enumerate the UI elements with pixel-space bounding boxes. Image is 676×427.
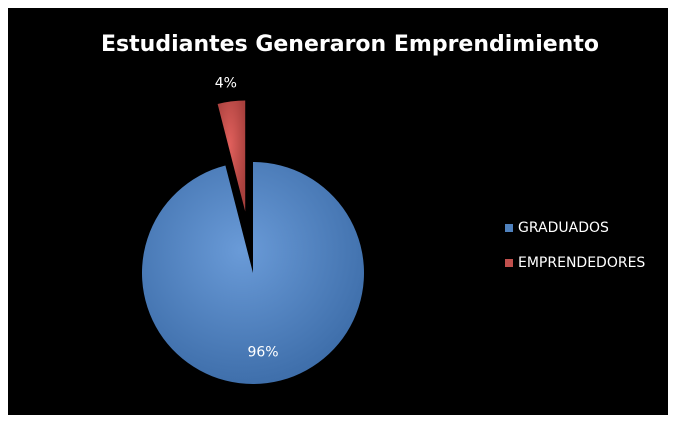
pie-slice bbox=[217, 100, 246, 212]
legend-label: GRADUADOS bbox=[518, 220, 609, 236]
legend-swatch bbox=[505, 259, 513, 267]
data-label: 96% bbox=[247, 344, 278, 360]
chart-title: Estudiantes Generaron Emprendimiento bbox=[101, 32, 599, 57]
legend-label: EMPRENDEDORES bbox=[518, 255, 645, 271]
data-label: 4% bbox=[215, 75, 237, 91]
legend-swatch bbox=[505, 224, 513, 232]
pie-slice bbox=[142, 162, 365, 385]
